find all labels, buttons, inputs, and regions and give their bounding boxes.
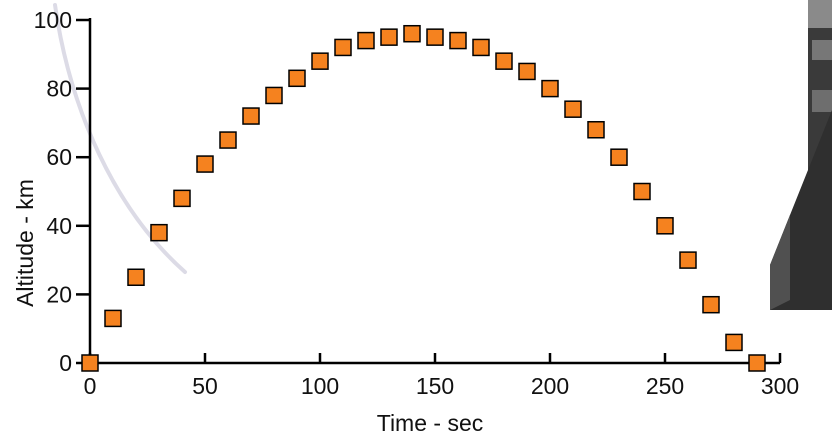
data-point <box>127 268 145 286</box>
x-tick-label: 250 <box>646 373 684 399</box>
data-point <box>196 155 214 173</box>
data-point <box>403 24 421 43</box>
data-point <box>541 79 559 98</box>
data-point <box>656 217 674 235</box>
data-point <box>334 38 352 57</box>
tick-labels: 0 20 40 60 80 100 0 50 100 150 200 250 300 <box>34 7 800 399</box>
data-markers <box>81 24 766 372</box>
x-tick-label: 300 <box>761 373 799 399</box>
y-tick-label: 60 <box>46 144 72 170</box>
y-tick-label: 40 <box>46 213 72 239</box>
data-point <box>242 107 260 125</box>
y-tick-label: 100 <box>34 7 72 33</box>
y-axis-title: Altitude - km <box>12 179 38 307</box>
data-point <box>587 121 605 139</box>
data-point <box>610 148 628 166</box>
data-point <box>426 28 444 46</box>
data-point <box>725 333 743 352</box>
data-point <box>702 295 720 314</box>
x-tick-label: 150 <box>416 373 454 399</box>
data-point <box>150 223 168 242</box>
data-point <box>472 38 490 57</box>
y-tick-label: 0 <box>59 350 72 376</box>
data-point <box>104 309 122 328</box>
data-point <box>380 28 398 46</box>
data-point <box>495 52 513 70</box>
x-tick-label: 0 <box>84 373 97 399</box>
data-point <box>81 354 99 372</box>
data-point <box>311 52 329 70</box>
data-point <box>748 354 766 372</box>
data-point <box>449 31 467 50</box>
x-tick-label: 50 <box>192 373 218 399</box>
background-arc-decoration <box>53 3 187 274</box>
data-point <box>518 62 536 81</box>
data-point <box>265 86 283 105</box>
data-point <box>357 31 375 50</box>
data-point <box>564 100 582 118</box>
y-tick-label: 80 <box>46 76 72 102</box>
data-point <box>679 251 697 269</box>
data-point <box>633 182 651 201</box>
data-point <box>219 131 237 149</box>
x-tick-label: 100 <box>301 373 339 399</box>
background-rocket-photo <box>770 0 832 310</box>
x-tick-label: 200 <box>531 373 569 399</box>
data-point <box>288 69 306 88</box>
data-point <box>173 189 191 208</box>
y-tick-label: 20 <box>46 281 72 307</box>
x-axis-title: Time - sec <box>377 410 484 436</box>
